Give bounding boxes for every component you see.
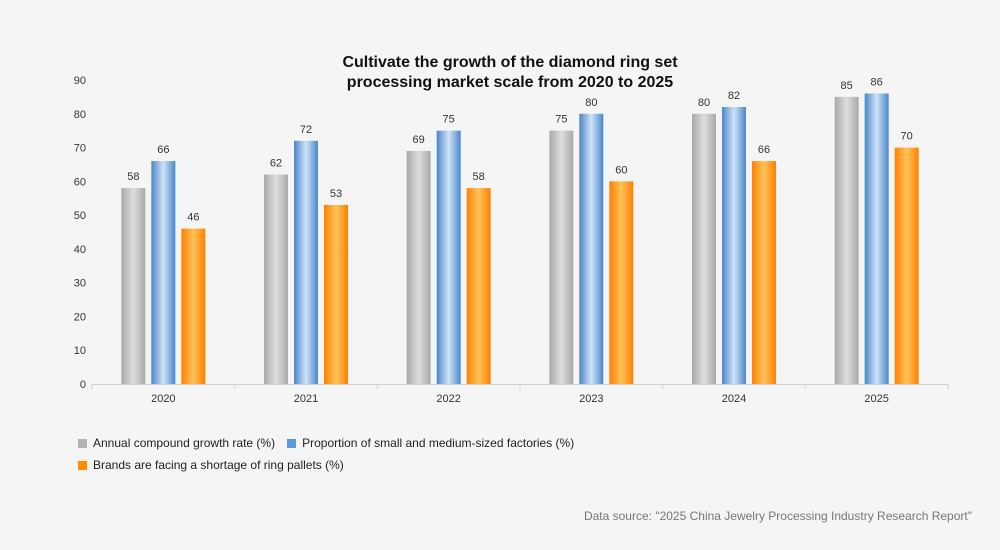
legend-label-growth-rate: Annual compound growth rate (%) xyxy=(93,436,276,450)
bar xyxy=(151,161,176,384)
bar-value-label: 82 xyxy=(728,90,740,102)
bar-layer: 58 62 69 75 80 85 66 72 75 80 82 86 46 53 58 60 66 70 xyxy=(121,77,919,385)
y-tick-label: 20 xyxy=(74,311,86,323)
bar-value-label: 58 xyxy=(127,171,139,183)
y-tick-label: 80 xyxy=(74,109,86,121)
bar xyxy=(294,140,318,384)
bar xyxy=(121,188,146,384)
bar xyxy=(264,174,288,384)
y-tick-label: 50 xyxy=(74,210,86,222)
bar xyxy=(834,96,859,384)
bar-value-label: 66 xyxy=(758,144,770,156)
bar xyxy=(406,150,431,384)
bar xyxy=(894,147,919,384)
bar xyxy=(549,130,574,384)
bar xyxy=(324,204,348,384)
legend-label-small-factories: Proportion of small and medium-sized fac… xyxy=(302,436,575,450)
bar xyxy=(722,107,746,385)
bar-value-label: 46 xyxy=(187,212,199,224)
y-tick-label: 0 xyxy=(80,379,86,391)
legend-swatch-growth-rate xyxy=(78,438,87,448)
x-tick-label: 2022 xyxy=(436,393,460,405)
bar xyxy=(466,188,491,384)
chart-legend: Annual compound growth rate (%) Proporti… xyxy=(78,432,586,476)
bar-value-label: 80 xyxy=(585,97,597,109)
bar-value-label: 66 xyxy=(157,144,169,156)
bar-value-label: 85 xyxy=(841,80,853,92)
legend-row-1: Annual compound growth rate (%) Proporti… xyxy=(78,432,586,454)
bar-value-label: 75 xyxy=(443,114,455,126)
x-tick-label: 2021 xyxy=(294,393,318,405)
y-tick-label: 10 xyxy=(74,345,86,357)
y-tick-label: 70 xyxy=(74,143,86,155)
bar-value-label: 62 xyxy=(270,158,282,170)
bar-value-label: 60 xyxy=(615,164,627,176)
bar xyxy=(752,161,776,384)
bar xyxy=(579,113,604,385)
y-tick-label: 40 xyxy=(74,244,86,256)
bar-value-label: 53 xyxy=(330,188,342,200)
y-tick-label: 60 xyxy=(74,176,86,188)
legend-label-ring-pallets: Brands are facing a shortage of ring pal… xyxy=(93,458,344,472)
legend-item-growth-rate: Annual compound growth rate (%) xyxy=(78,436,275,450)
legend-item-small-factories: Proportion of small and medium-sized fac… xyxy=(287,436,574,450)
bar xyxy=(436,130,461,384)
chart-title: Cultivate the growth of the diamond ring… xyxy=(300,53,720,93)
bar-value-label: 72 xyxy=(300,124,312,136)
x-tick-label: 2020 xyxy=(151,393,175,405)
legend-swatch-ring-pallets xyxy=(78,460,87,470)
y-tick-label: 30 xyxy=(74,278,86,290)
data-source-note: Data source: "2025 China Jewelry Process… xyxy=(583,509,972,523)
y-tick-label: 90 xyxy=(74,75,86,87)
chart-title-line-1: Cultivate the growth of the diamond ring… xyxy=(342,54,678,71)
bar xyxy=(692,113,716,385)
bar xyxy=(181,228,206,384)
chart-title-line-2: processing market scale from 2020 to 202… xyxy=(346,74,674,91)
bar-value-label: 70 xyxy=(901,131,913,143)
bar-value-label: 80 xyxy=(698,97,710,109)
bar-value-label: 69 xyxy=(413,134,425,146)
bar xyxy=(609,181,634,384)
legend-item-ring-pallets: Brands are facing a shortage of ring pal… xyxy=(78,458,344,472)
bar-value-label: 58 xyxy=(473,171,485,183)
legend-row-2: Brands are facing a shortage of ring pal… xyxy=(78,454,586,476)
bar xyxy=(864,93,889,384)
x-tick-label: 2023 xyxy=(579,393,603,405)
bar-value-label: 75 xyxy=(555,114,567,126)
bar-value-label: 86 xyxy=(871,77,883,89)
axis-layer: 0 10 20 30 40 50 60 70 80 90 2020 2021 2022 2023 2024 2… xyxy=(74,75,949,405)
x-tick-label: 2025 xyxy=(864,393,888,405)
x-tick-label: 2024 xyxy=(722,393,746,405)
legend-swatch-small-factories xyxy=(287,438,297,448)
